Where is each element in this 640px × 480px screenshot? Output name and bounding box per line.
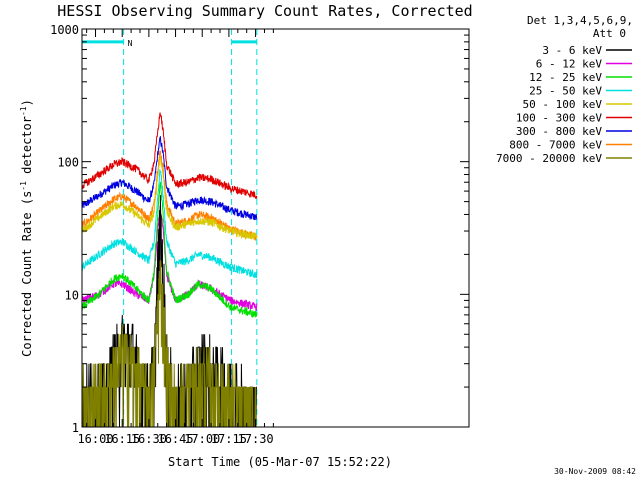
y-tick-label: 10 (65, 288, 79, 302)
chart-title: HESSI Observing Summary Count Rates, Cor… (57, 2, 472, 20)
legend-entry-label: 7000 - 20000 keV (496, 152, 602, 165)
legend-entry-label: 25 - 50 keV (529, 85, 602, 98)
y-tick-label: 100 (57, 156, 79, 170)
legend-entry-label: 6 - 12 keV (536, 58, 603, 71)
y-label-sup-1: -1 (19, 181, 28, 191)
y-label-main: Corrected Count Rate (s (20, 191, 34, 357)
x-tick-label: 16:15 (104, 432, 140, 446)
legend-entry-label: 3 - 6 keV (542, 44, 602, 57)
legend-entry-label: 50 - 100 keV (523, 98, 603, 111)
x-tick-label: 17:30 (238, 432, 274, 446)
plot-frame (81, 28, 470, 428)
x-tick-label: 16:30 (131, 432, 167, 446)
series-line-5 (81, 112, 258, 200)
legend-entry-label: 100 - 300 keV (516, 112, 602, 125)
y-label-mid: detector (20, 116, 34, 181)
x-tick-label: 17:00 (184, 432, 220, 446)
legend-header-line-2: Att 0 (593, 27, 626, 40)
y-label-sup-2: -1 (19, 106, 28, 116)
legend-entry-label: 12 - 25 keV (529, 71, 602, 84)
timestamp: 30-Nov-2009 08:42 (554, 467, 636, 476)
x-tick-label: 17:15 (211, 432, 247, 446)
series-line-2 (81, 181, 258, 318)
series-line-8 (81, 260, 257, 428)
series-line-6 (81, 136, 258, 221)
series-line-3 (81, 169, 258, 279)
x-tick-label: 16:45 (157, 432, 193, 446)
x-tick-label: 16:00 (77, 432, 113, 446)
series-line-4 (81, 156, 258, 241)
legend-entry-label: 800 - 7000 keV (509, 139, 602, 152)
y-axis: 1 10 100 1000 (50, 23, 469, 435)
y-label-end: ) (20, 99, 34, 106)
y-axis-label: Corrected Count Rate (s-1 detector-1) (19, 99, 34, 357)
y-tick-label: 1000 (50, 23, 79, 37)
series-line-1 (81, 205, 258, 312)
x-axis-label: Start Time (05-Mar-07 15:52:22) (168, 455, 392, 469)
series-layer (81, 112, 258, 428)
legend-header-line-1: Det 1,3,4,5,6,9, (527, 14, 633, 27)
night-label: N (128, 39, 133, 48)
legend-entry-label: 300 - 800 keV (516, 125, 602, 138)
y-tick-label: 1 (72, 421, 79, 435)
